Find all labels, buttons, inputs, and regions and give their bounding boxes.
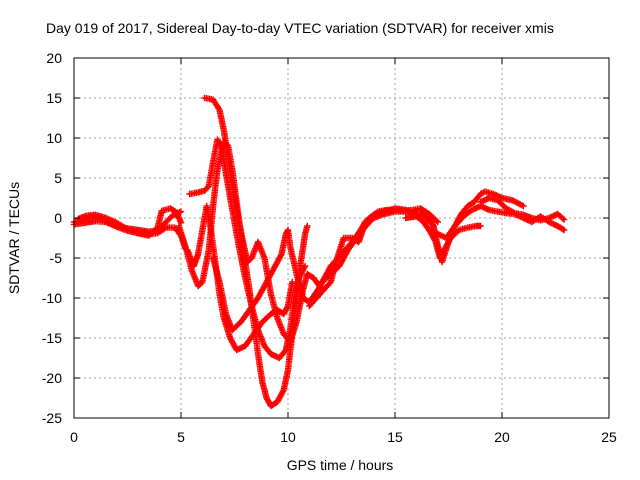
x-tick-labels: 0 5 10 15 20 25 — [70, 429, 617, 445]
y-tick-label: -10 — [42, 290, 62, 306]
plot-frame — [73, 57, 610, 419]
data-point — [477, 222, 484, 230]
y-tick-label: 0 — [54, 210, 62, 226]
data-point — [559, 226, 566, 233]
data-point — [520, 202, 527, 210]
chart-title: Day 019 of 2017, Sidereal Day-to-day VTE… — [46, 20, 554, 36]
y-tick-label: 10 — [46, 130, 62, 146]
data-point — [217, 141, 224, 148]
x-tick-label: 0 — [70, 429, 78, 445]
x-axis-label: GPS time / hours — [287, 457, 394, 473]
y-tick-labels: -25 -20 -15 -10 -5 0 5 10 15 20 — [42, 50, 62, 426]
y-tick-label: 5 — [54, 170, 62, 186]
series-3 — [75, 205, 185, 239]
y-axis-label: SDTVAR / TECUs — [6, 182, 22, 294]
x-tick-label: 25 — [601, 429, 617, 445]
data-point — [434, 218, 441, 226]
x-tick-label: 10 — [280, 429, 296, 445]
data-point — [204, 184, 211, 191]
y-tick-label: -25 — [42, 410, 62, 426]
axis-ticks — [73, 57, 610, 419]
data-point — [373, 209, 380, 216]
x-tick-label: 20 — [494, 429, 510, 445]
data-point — [161, 225, 168, 232]
data-point — [560, 216, 568, 223]
data-point — [560, 226, 568, 234]
y-tick-label: -20 — [42, 370, 62, 386]
y-tick-label: -5 — [50, 250, 63, 266]
series-2 — [70, 218, 189, 252]
data-point — [433, 217, 440, 225]
y-tick-label: 15 — [46, 90, 62, 106]
series-15 — [477, 194, 568, 224]
data-points — [70, 94, 568, 410]
data-point — [510, 209, 517, 216]
data-point — [289, 278, 296, 286]
data-point — [559, 215, 566, 222]
y-tick-label: -15 — [42, 330, 62, 346]
data-point — [281, 348, 288, 355]
data-point — [177, 208, 185, 215]
x-tick-label: 15 — [387, 429, 403, 445]
data-point — [304, 222, 311, 230]
y-tick-label: 20 — [46, 50, 62, 66]
series-13 — [417, 188, 527, 266]
x-tick-label: 5 — [177, 429, 185, 445]
data-point — [301, 262, 309, 270]
